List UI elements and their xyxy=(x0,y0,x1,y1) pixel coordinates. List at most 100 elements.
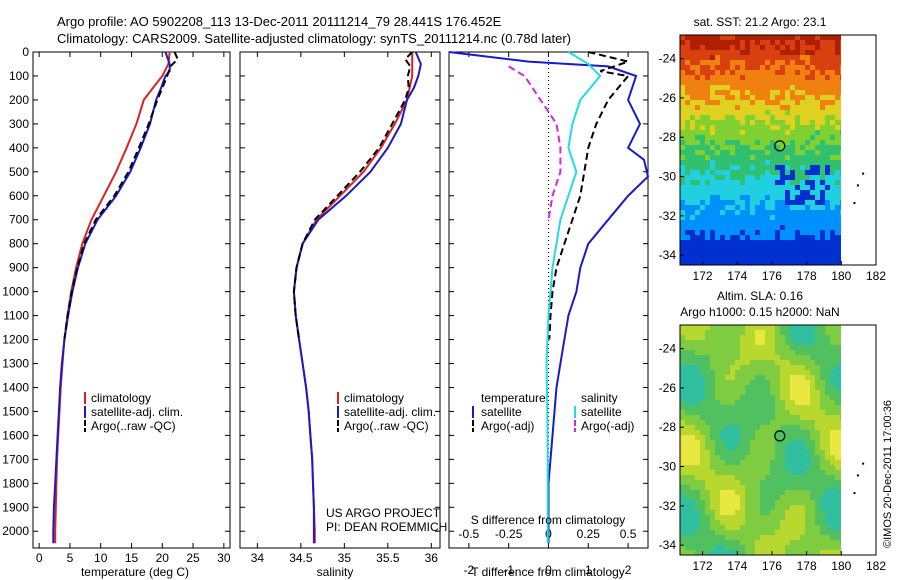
map-cell xyxy=(745,525,751,531)
map-cell xyxy=(805,550,811,555)
map-cell xyxy=(765,465,771,471)
map-y-tick-label: -28 xyxy=(659,420,677,434)
map-cell xyxy=(825,150,831,156)
map-cell xyxy=(685,190,691,196)
map-cell xyxy=(760,200,766,206)
map-cell xyxy=(740,260,746,265)
map-cell xyxy=(795,80,801,86)
map-cell xyxy=(690,420,696,426)
map-cell xyxy=(725,250,731,256)
map-cell xyxy=(720,195,726,201)
series-line-argo-adj- xyxy=(508,65,562,220)
map-cell xyxy=(695,495,701,501)
map-cell xyxy=(780,260,786,265)
map-cell xyxy=(825,135,831,141)
map-cell xyxy=(690,65,696,71)
map-cell xyxy=(695,225,701,231)
map-cell xyxy=(810,420,816,426)
map-cell xyxy=(795,395,801,401)
map-cell xyxy=(705,130,711,136)
map-cell xyxy=(790,210,796,216)
map-cell xyxy=(710,515,716,521)
map-cell xyxy=(835,205,841,211)
map-cell xyxy=(680,135,686,141)
map-cell xyxy=(710,340,716,346)
map-cell xyxy=(810,110,816,116)
map-cell xyxy=(835,515,841,521)
map-cell xyxy=(810,40,816,46)
map-cell xyxy=(730,505,736,511)
map-cell xyxy=(740,170,746,176)
map-cell xyxy=(790,465,796,471)
map-cell xyxy=(795,165,801,171)
map-cell xyxy=(830,45,836,51)
map-cell xyxy=(835,175,841,181)
map-cell xyxy=(710,215,716,221)
map-cell xyxy=(685,220,691,226)
map-cell xyxy=(705,120,711,126)
map-cell xyxy=(825,340,831,346)
map-cell xyxy=(750,325,756,331)
map-cell xyxy=(755,50,761,56)
map-cell xyxy=(815,205,821,211)
map-cell xyxy=(715,155,721,161)
map-cell xyxy=(720,160,726,166)
map-cell xyxy=(740,380,746,386)
map-cell xyxy=(750,335,756,341)
map-cell xyxy=(705,140,711,146)
map-cell xyxy=(685,120,691,126)
map-cell xyxy=(725,145,731,151)
map-cell xyxy=(735,440,741,446)
map-cell xyxy=(720,145,726,151)
map-cell xyxy=(840,215,841,221)
map-cell xyxy=(690,225,696,231)
map-cell xyxy=(810,250,816,256)
map-cell xyxy=(805,250,811,256)
map-cell xyxy=(695,80,701,86)
map-cell xyxy=(745,205,751,211)
map-cell xyxy=(715,540,721,546)
map-cell xyxy=(765,490,771,496)
map-cell xyxy=(775,460,781,466)
map-cell xyxy=(815,255,821,261)
map-cell xyxy=(765,70,771,76)
map-cell xyxy=(795,85,801,91)
map-cell xyxy=(690,250,696,256)
map-cell xyxy=(810,205,816,211)
map-cell xyxy=(705,215,711,221)
map-cell xyxy=(825,420,831,426)
map-cell xyxy=(710,75,716,81)
map-cell xyxy=(835,180,841,186)
map-cell xyxy=(720,225,726,231)
map-cell xyxy=(735,400,741,406)
map-cell xyxy=(765,145,771,151)
map-cell xyxy=(830,215,836,221)
map-cell xyxy=(820,415,826,421)
map-cell xyxy=(710,70,716,76)
map-cell xyxy=(835,240,841,246)
map-cell xyxy=(690,150,696,156)
map-cell xyxy=(700,130,706,136)
map-cell xyxy=(705,390,711,396)
map-cell xyxy=(735,410,741,416)
map-cell xyxy=(810,50,816,56)
map-cell xyxy=(795,375,801,381)
map-cell xyxy=(805,260,811,265)
map-cell xyxy=(740,550,746,555)
map-cell xyxy=(790,455,796,461)
map-cell xyxy=(680,355,686,361)
map-cell xyxy=(700,65,706,71)
map-cell xyxy=(710,120,716,126)
map-cell xyxy=(820,50,826,56)
map-cell xyxy=(725,425,731,431)
map-cell xyxy=(840,350,841,356)
map-cell xyxy=(810,170,816,176)
map-cell xyxy=(825,465,831,471)
map-cell xyxy=(730,485,736,491)
map-cell xyxy=(805,240,811,246)
map-cell xyxy=(835,120,841,126)
map-cell xyxy=(695,550,701,555)
map-cell xyxy=(760,225,766,231)
map-cell xyxy=(765,505,771,511)
map-cell xyxy=(805,120,811,126)
